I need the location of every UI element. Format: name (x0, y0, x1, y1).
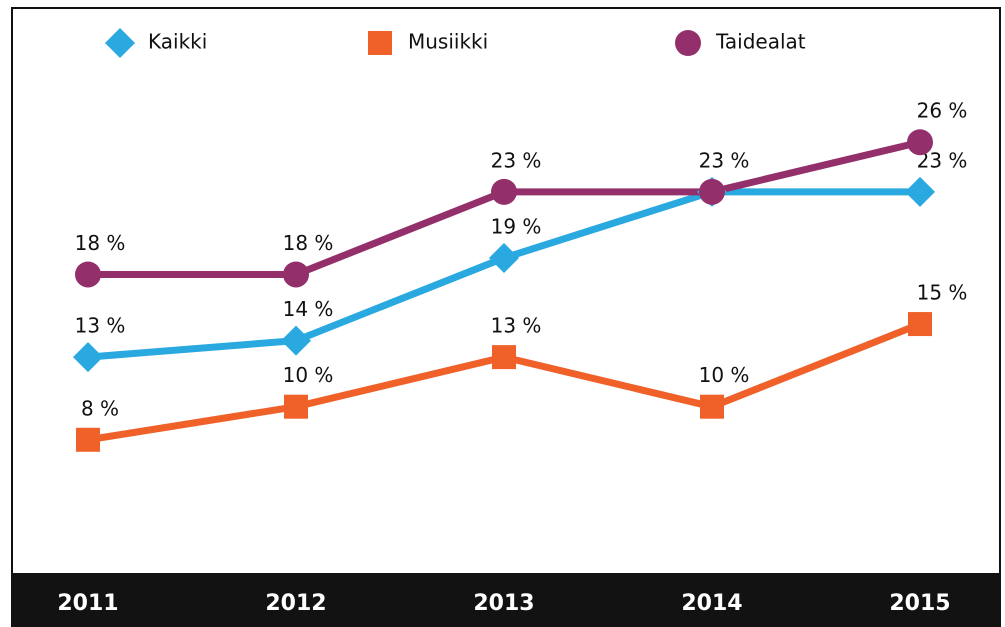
point (908, 312, 932, 337)
data-label: 18 % (75, 231, 126, 255)
data-label: 13 % (491, 314, 542, 338)
data-label: 23 % (491, 148, 542, 172)
x-tick-label: 2011 (57, 591, 118, 616)
data-label: 18 % (283, 231, 334, 255)
legend-marker (105, 28, 135, 58)
point (284, 394, 308, 419)
data-label: 10 % (699, 363, 750, 387)
data-label: 10 % (283, 363, 334, 387)
x-tick-label: 2013 (473, 591, 534, 616)
data-label: 23 % (699, 148, 750, 172)
x-tick-label: 2015 (889, 591, 950, 616)
x-tick-label: 2012 (265, 591, 326, 616)
point (699, 178, 725, 205)
point (700, 394, 724, 419)
data-label: 19 % (491, 214, 542, 238)
data-label: 8 % (81, 396, 119, 420)
data-label: 13 % (75, 314, 126, 338)
point (283, 261, 309, 288)
point (73, 342, 103, 373)
point (492, 345, 516, 370)
data-label: 15 % (917, 281, 968, 305)
legend-marker (675, 30, 701, 56)
legend-marker (368, 31, 392, 55)
point (75, 261, 101, 288)
point (281, 325, 311, 356)
point (905, 176, 935, 207)
point (76, 427, 100, 452)
legend-label: Musiikki (408, 30, 488, 54)
legend-label: Kaikki (148, 30, 207, 54)
point (491, 178, 517, 205)
legend-label: Taidealat (715, 30, 806, 54)
frame (11, 7, 1001, 627)
data-label: 14 % (283, 297, 334, 321)
point (907, 129, 933, 156)
data-label: 26 % (917, 99, 968, 123)
x-tick-label: 2014 (681, 591, 742, 616)
category-band (12, 573, 1000, 627)
point (489, 242, 519, 273)
